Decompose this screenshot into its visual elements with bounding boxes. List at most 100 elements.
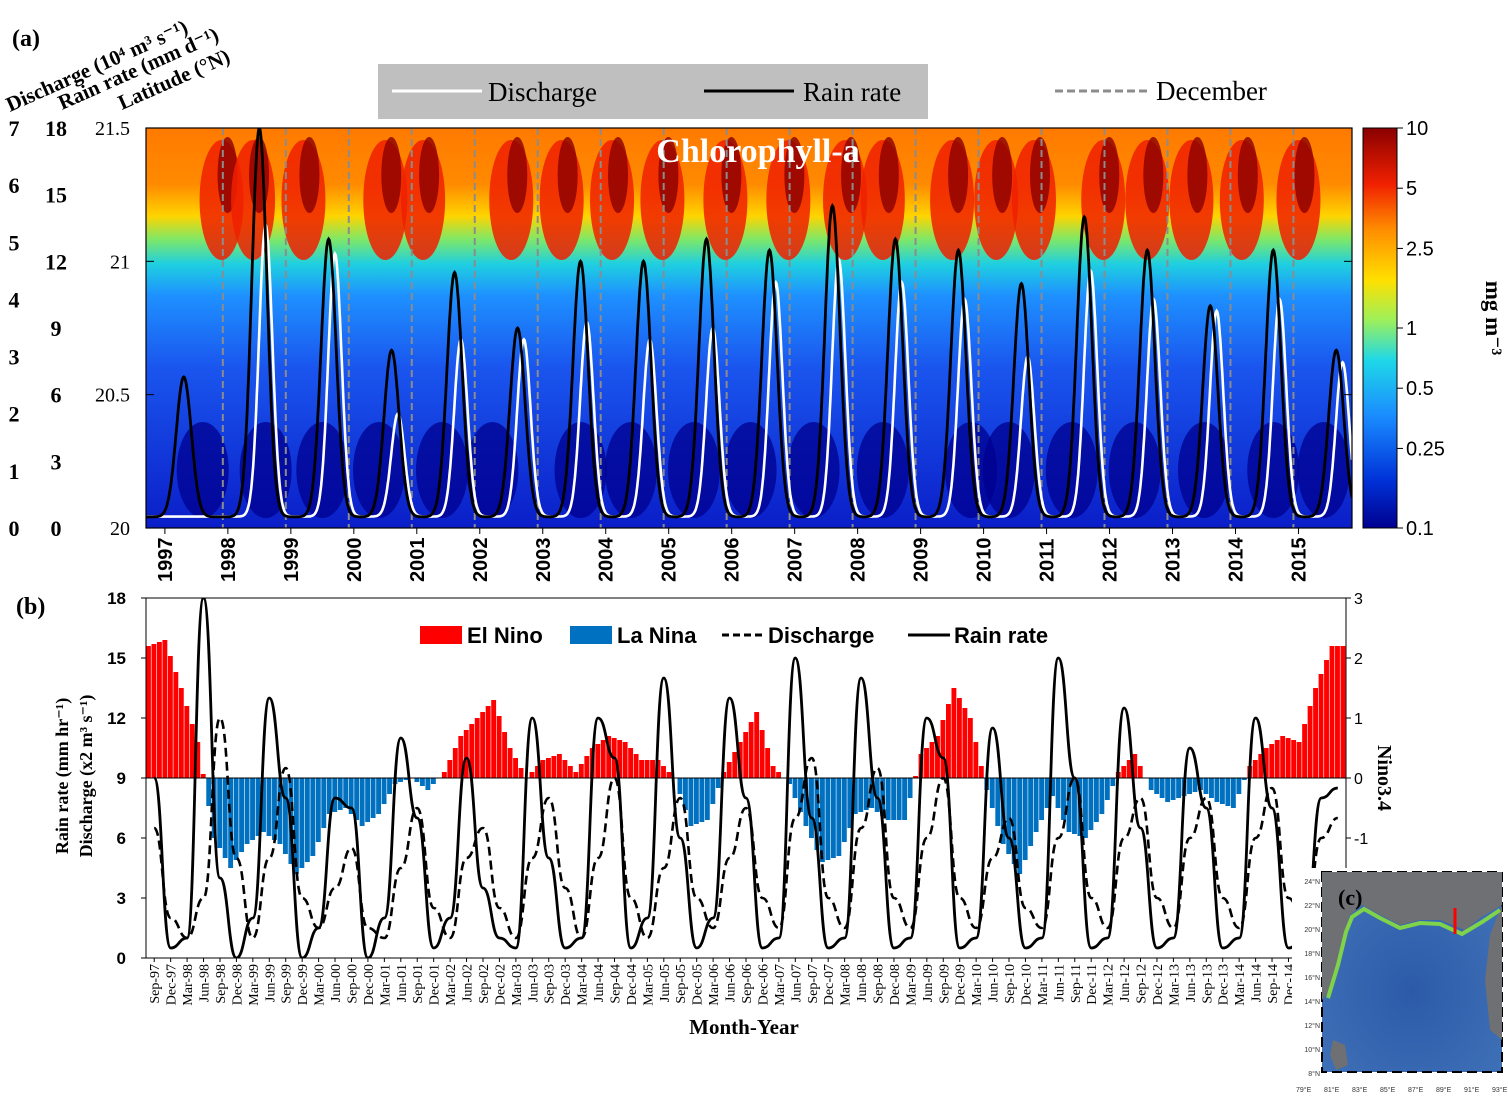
- el-nino-bar: [502, 732, 508, 778]
- la-nina-bar: [381, 778, 387, 804]
- discharge-line-b: [152, 716, 1339, 940]
- year-tick-label: 1999: [281, 538, 303, 583]
- la-nina-bar: [792, 778, 798, 798]
- nino-tick-label: 0: [1354, 771, 1363, 788]
- la-nina-bar: [398, 778, 403, 782]
- el-nino-bar: [1258, 754, 1264, 778]
- la-nina-bar: [239, 778, 245, 852]
- month-tick-label: Mar-13: [1167, 964, 1182, 1006]
- el-nino-bar: [1340, 646, 1346, 778]
- rain-tick-label: 12: [45, 249, 67, 274]
- panel-b-ylabel: Rain rate (mm hr⁻¹) Discharge (x2 m³ s⁻¹…: [52, 695, 97, 858]
- la-nina-bar: [852, 778, 858, 814]
- map-lon-tick-label: 87°E: [1408, 1086, 1424, 1094]
- colorbar-label: mg m⁻³: [1481, 281, 1506, 356]
- el-nino-bar: [452, 748, 458, 778]
- chl-very-high-patch: [1237, 137, 1258, 213]
- la-nina-bar: [387, 778, 392, 794]
- chl-very-high-patch: [1099, 137, 1120, 213]
- chl-very-high-patch: [608, 137, 629, 213]
- la-nina-bar: [414, 778, 420, 782]
- year-tick-label: 2009: [911, 538, 933, 583]
- la-nina-bar: [1230, 778, 1236, 808]
- month-tick-label: Sep-06: [740, 964, 755, 1004]
- nino-tick-label: 2: [1354, 651, 1363, 668]
- panel-b-y-tick-label: 12: [107, 709, 126, 728]
- map-lat-tick-label: 14°N: [1304, 998, 1320, 1006]
- month-tick-label: Dec-04: [625, 964, 640, 1005]
- el-nino-bar: [474, 718, 480, 778]
- rain-tick-label: 6: [51, 383, 62, 408]
- month-tick-label: Dec-10: [1019, 964, 1034, 1005]
- map-lon-tick-label: 81°E: [1324, 1086, 1340, 1094]
- la-nina-bar: [704, 778, 710, 820]
- el-nino-bar: [540, 760, 546, 778]
- la-nina-bar: [1017, 778, 1023, 874]
- month-tick-label: Jun-03: [526, 964, 541, 1002]
- discharge-tick-label: 3: [9, 345, 20, 370]
- panel-b-y-tick-label: 9: [117, 769, 126, 788]
- la-nina-bar: [995, 778, 1001, 826]
- month-tick-label: Mar-98: [181, 964, 196, 1006]
- la-nina-bar: [1011, 778, 1017, 864]
- month-tick-label: Sep-11: [1069, 964, 1084, 1003]
- chl-very-high-patch: [557, 137, 578, 213]
- map-lon-tick-label: 85°E: [1380, 1086, 1396, 1094]
- nino-tick-label: -1: [1354, 831, 1368, 848]
- month-tick-label: Sep-13: [1200, 964, 1215, 1004]
- year-tick-label: 2002: [470, 538, 492, 583]
- el-nino-bar: [628, 748, 634, 778]
- el-nino-bar: [491, 700, 497, 778]
- panel-b-xlabel: Month-Year: [689, 1015, 799, 1039]
- la-nina-bar: [841, 778, 847, 842]
- map-lat-tick-label: 12°N: [1304, 1022, 1320, 1030]
- month-tick-label: Sep-03: [543, 964, 558, 1004]
- la-nina-bar: [1099, 778, 1105, 814]
- chl-very-high-patch: [249, 137, 270, 213]
- month-tick-label: Jun-98: [198, 964, 213, 1002]
- month-tick-label: Sep-99: [280, 964, 295, 1004]
- la-nina-bar: [677, 778, 683, 794]
- month-tick-label: Mar-10: [970, 964, 985, 1006]
- legend-la-nina-swatch: [570, 626, 612, 644]
- year-tick-label: 2008: [848, 538, 870, 583]
- year-tick-label: 2003: [533, 538, 555, 583]
- el-nino-bar: [173, 672, 179, 778]
- chl-very-high-patch: [507, 137, 528, 213]
- month-tick-label: Jun-07: [789, 964, 804, 1002]
- el-nino-bar: [1132, 754, 1138, 778]
- map-lon-tick-label: 93°E: [1492, 1086, 1508, 1094]
- la-nina-bar: [250, 778, 255, 840]
- la-nina-bar: [902, 778, 908, 820]
- la-nina-bar: [1236, 778, 1242, 794]
- map-lat-tick-label: 18°N: [1304, 950, 1320, 958]
- year-tick-label: 2014: [1225, 537, 1247, 582]
- el-nino-bar: [754, 712, 760, 778]
- month-tick-label: Sep-01: [411, 964, 426, 1004]
- chl-very-high-patch: [419, 137, 440, 213]
- la-nina-bar: [1061, 778, 1066, 820]
- chl-very-high-patch: [1143, 137, 1164, 213]
- discharge-tick-label: 0: [9, 516, 20, 541]
- rain-tick-label: 3: [51, 449, 62, 474]
- chl-low-patch: [466, 422, 519, 518]
- chl-low-patch: [724, 422, 777, 518]
- month-tick-label: Dec-12: [1151, 964, 1166, 1005]
- month-tick-label: Sep-07: [806, 964, 821, 1004]
- la-nina-bar: [337, 778, 343, 810]
- la-nina-bar: [1093, 778, 1099, 822]
- month-tick-label: Sep-08: [872, 964, 887, 1004]
- chl-very-high-patch: [841, 137, 862, 213]
- la-nina-bar: [1154, 778, 1160, 794]
- chl-low-patch: [944, 422, 997, 518]
- month-tick-label: Dec-06: [756, 964, 771, 1005]
- el-nino-bar: [562, 760, 568, 778]
- el-nino-bar: [1126, 760, 1132, 778]
- la-nina-bar: [293, 778, 299, 874]
- map-lon-tick-label: 91°E: [1464, 1086, 1480, 1094]
- la-nina-bar: [1176, 778, 1182, 798]
- la-nina-bar: [359, 778, 365, 826]
- year-tick-label: 2015: [1288, 538, 1310, 583]
- la-nina-bar: [830, 778, 836, 858]
- map-lat-tick-label: 24°N: [1304, 878, 1320, 886]
